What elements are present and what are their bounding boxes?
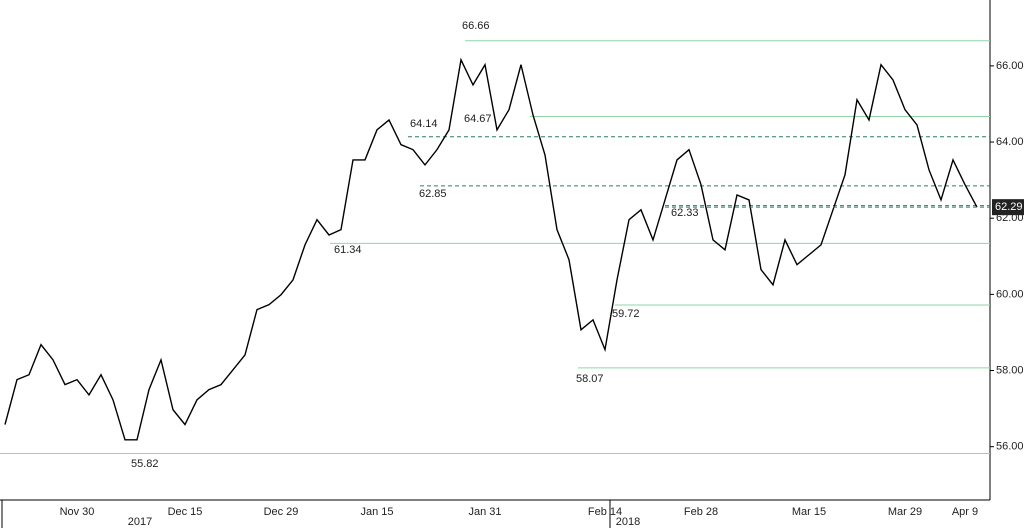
x-tick-label: Feb 14 [588,506,622,518]
x-tick-label: Mar 15 [792,506,826,518]
level-label: 61.34 [334,244,362,256]
x-tick-label: Feb 28 [684,506,718,518]
y-tick-label: 56.00 [996,441,1024,453]
level-label: 64.67 [464,113,492,125]
level-label: 66.66 [462,20,490,32]
x-tick-label: Apr 9 [952,506,978,518]
y-tick-label: 60.00 [996,288,1024,300]
year-label: 2017 [128,516,152,528]
x-tick-label: Dec 29 [264,506,299,518]
year-label: 2018 [616,516,640,528]
x-tick-label: Jan 15 [360,506,393,518]
level-label: 59.72 [612,308,640,320]
level-label: 55.82 [131,458,159,470]
y-tick-label: 66.00 [996,60,1024,72]
level-label: 62.33 [671,207,699,219]
x-tick-label: Mar 29 [888,506,922,518]
y-tick-label: 64.00 [996,136,1024,148]
x-tick-label: Nov 30 [60,506,95,518]
x-tick-label: Dec 15 [168,506,203,518]
level-label: 58.07 [576,373,604,385]
price-line [4,57,978,441]
level-label: 64.14 [410,118,438,130]
level-label: 62.85 [419,188,447,200]
last-price-label: 62.29 [995,201,1023,213]
last-price-box [992,199,1024,216]
x-tick-label: Jan 31 [468,506,501,518]
y-tick-label: 58.00 [996,364,1024,376]
